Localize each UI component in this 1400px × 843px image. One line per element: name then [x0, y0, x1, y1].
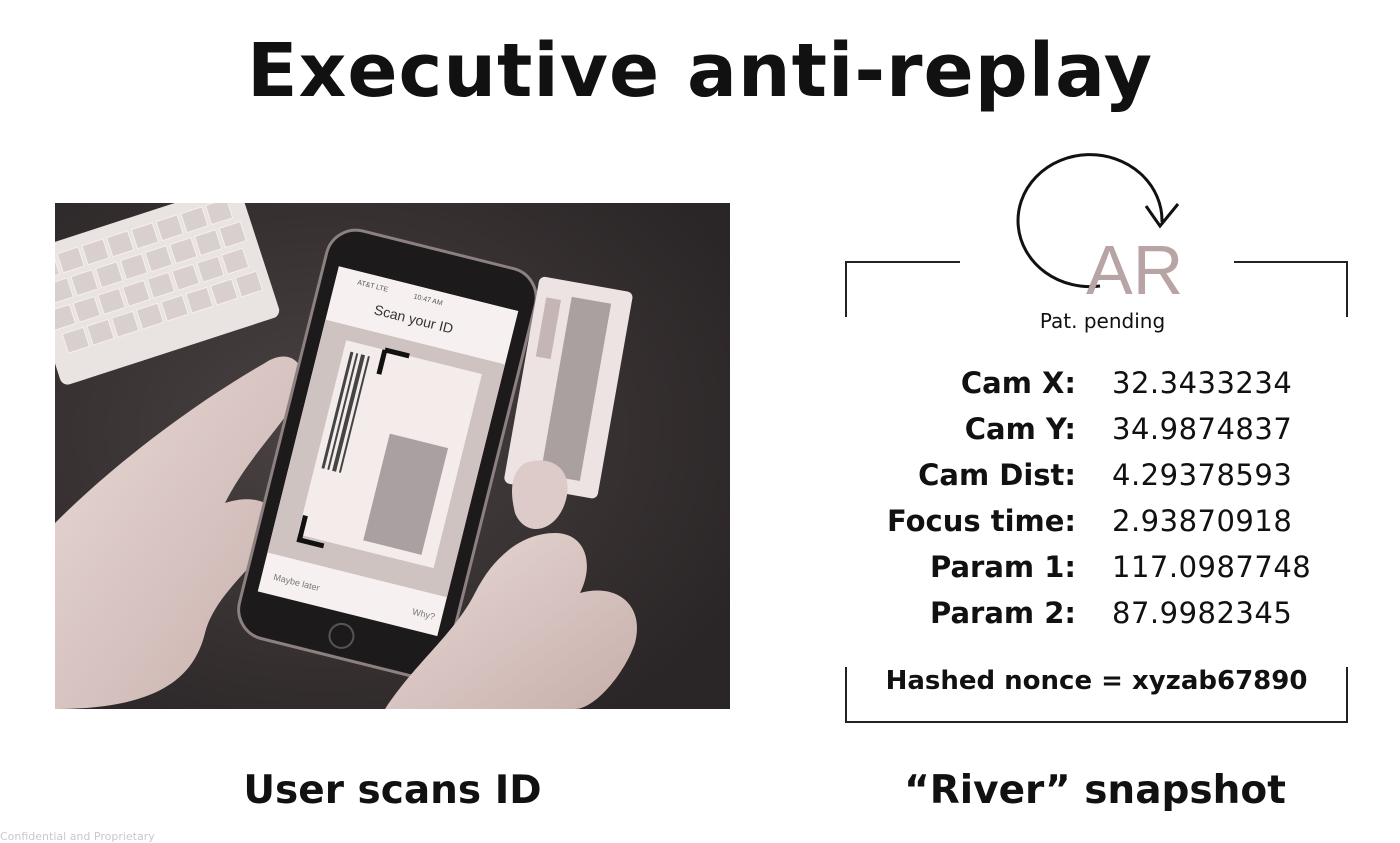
param-value: 87.9982345	[1112, 596, 1293, 630]
frame-top-right	[1234, 261, 1348, 263]
id-card	[504, 276, 633, 499]
left-hand	[55, 356, 304, 709]
left-caption: User scans ID	[243, 768, 542, 813]
confidential-footer: Confidential and Proprietary	[0, 830, 155, 843]
frame-top-left	[845, 261, 960, 263]
right-hand	[385, 533, 637, 709]
param-value: 34.9874837	[1112, 412, 1293, 446]
param-label: Cam X:	[960, 366, 1076, 400]
frame-left-bottom	[845, 667, 847, 723]
phone: AT&T LTE 10:47 AM Scan your ID Maybe lat…	[237, 228, 538, 679]
param-label: Cam Y:	[964, 412, 1076, 446]
id-scan-illustration: AT&T LTE 10:47 AM Scan your ID Maybe lat…	[55, 203, 730, 709]
param-list: Cam X: 32.3433234 Cam Y: 34.9874837 Cam …	[860, 366, 1340, 642]
param-row: Param 1: 117.0987748	[860, 550, 1340, 596]
slide-title: Executive anti-replay	[247, 28, 1153, 114]
param-label: Param 1:	[929, 550, 1076, 584]
frame-right-bottom	[1346, 667, 1348, 723]
param-row: Cam Y: 34.9874837	[860, 412, 1340, 458]
param-label: Cam Dist:	[918, 458, 1076, 492]
param-row: Cam Dist: 4.29378593	[860, 458, 1340, 504]
param-value: 4.29378593	[1112, 458, 1293, 492]
param-row: Focus time: 2.93870918	[860, 504, 1340, 550]
param-value: 117.0987748	[1112, 550, 1312, 584]
arrow-head-icon	[1144, 203, 1180, 229]
ar-mark: AR	[1086, 231, 1183, 308]
keyboard	[55, 203, 280, 385]
param-value: 32.3433234	[1112, 366, 1293, 400]
frame-right-top	[1346, 261, 1348, 317]
right-caption: “River” snapshot	[904, 768, 1286, 813]
param-value: 2.93870918	[1112, 504, 1293, 538]
frame-bottom	[845, 721, 1348, 723]
param-label: Focus time:	[886, 504, 1076, 538]
param-row: Cam X: 32.3433234	[860, 366, 1340, 412]
frame-left-top	[845, 261, 847, 317]
replay-arc	[1016, 153, 1164, 289]
param-row: Param 2: 87.9982345	[860, 596, 1340, 642]
thumb	[512, 460, 568, 530]
hashed-nonce: Hashed nonce = xyzab67890	[885, 666, 1308, 696]
pat-pending: Pat. pending	[1039, 309, 1166, 333]
ar-logo: AR	[1016, 153, 1183, 308]
id-scan-photo: AT&T LTE 10:47 AM Scan your ID Maybe lat…	[55, 203, 730, 709]
param-label: Param 2:	[929, 596, 1076, 630]
